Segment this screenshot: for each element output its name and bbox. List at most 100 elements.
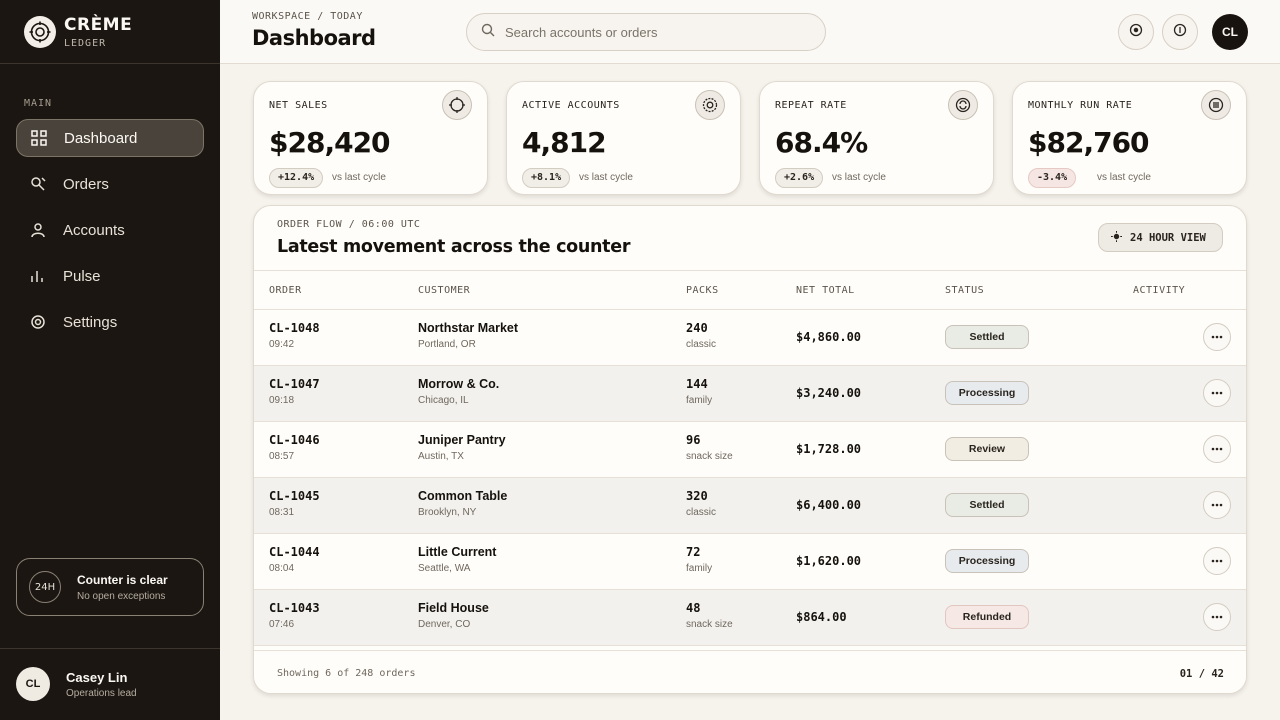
net-total: $864.00: [796, 610, 847, 624]
pack-type: snack size: [686, 619, 733, 630]
order-id[interactable]: CL-1045: [269, 489, 320, 503]
more-actions-button[interactable]: [1203, 491, 1231, 519]
kpi-label: ACTIVE ACCOUNTS: [522, 100, 620, 111]
order-time: 08:57: [269, 451, 295, 462]
bars-icon: [28, 266, 48, 286]
column-header-order[interactable]: ORDER: [269, 285, 302, 296]
customer-name[interactable]: Common Table: [418, 489, 508, 503]
net-total: $4,860.00: [796, 330, 862, 344]
table-row[interactable]: CL-1045 08:31 Common Table Brooklyn, NY 320 c…: [254, 478, 1246, 534]
search-input[interactable]: [505, 24, 805, 40]
24-hour-view-button[interactable]: 24 HOUR VIEW: [1098, 223, 1223, 252]
table-row[interactable]: CL-1046 08:57 Juniper Pantry Austin, TX 96 sn…: [254, 422, 1246, 478]
target-icon[interactable]: [442, 90, 472, 120]
gear-icon[interactable]: [695, 90, 725, 120]
status-subtitle: No open exceptions: [77, 590, 166, 602]
table-header: ORDER CUSTOMER PACKS NET TOTAL STATUS AC…: [254, 270, 1246, 310]
customer-location: Portland, OR: [418, 339, 476, 350]
sidebar-item-dashboard[interactable]: Dashboard: [16, 119, 204, 157]
kpi-comparison: vs last cycle: [332, 172, 386, 183]
brand-subtitle: LEDGER: [64, 37, 107, 49]
info-button[interactable]: [1162, 14, 1198, 50]
customer-name[interactable]: Northstar Market: [418, 321, 519, 335]
pack-type: classic: [686, 339, 717, 350]
kpi-delta-badge: -3.4%: [1028, 168, 1077, 188]
header-avatar[interactable]: CL: [1212, 14, 1248, 50]
order-id[interactable]: CL-1044: [269, 545, 320, 559]
table-row[interactable]: CL-1047 09:18 Morrow & Co. Chicago, IL 144 fa…: [254, 366, 1246, 422]
brand-name: CRÈME: [64, 14, 133, 35]
more-icon: [1211, 503, 1223, 507]
kpi-label: MONTHLY RUN RATE: [1028, 100, 1133, 111]
sidebar-item-settings[interactable]: Settings: [16, 303, 204, 341]
sidebar-item-label: Settings: [63, 313, 118, 331]
kpi-comparison: vs last cycle: [1097, 172, 1151, 183]
customer-name[interactable]: Field House: [418, 601, 489, 615]
net-total: $1,620.00: [796, 554, 862, 568]
sidebar-item-label: Dashboard: [64, 129, 138, 147]
customer-location: Austin, TX: [418, 451, 464, 462]
table-row[interactable]: CL-1044 08:04 Little Current Seattle, WA 72 f…: [254, 534, 1246, 590]
pack-type: classic: [686, 507, 717, 518]
kpi-comparison: vs last cycle: [579, 172, 633, 183]
24h-badge: 24H: [29, 571, 61, 603]
kpi-value: 68.4%: [775, 126, 868, 159]
sun-icon: [1111, 230, 1122, 245]
target-button[interactable]: [1118, 14, 1154, 50]
brand[interactable]: CRÈME LEDGER: [24, 14, 132, 50]
customer-name[interactable]: Little Current: [418, 545, 497, 559]
repeat-icon[interactable]: [948, 90, 978, 120]
list-icon[interactable]: [1201, 90, 1231, 120]
sidebar-item-pulse[interactable]: Pulse: [16, 257, 204, 295]
search-icon: [481, 23, 495, 42]
sidebar-section-label: MAIN: [24, 98, 53, 109]
table-footer: Showing 6 of 248 orders 01 / 42: [254, 650, 1246, 693]
more-actions-button[interactable]: [1203, 603, 1231, 631]
net-total: $3,240.00: [796, 386, 862, 400]
order-time: 09:18: [269, 395, 295, 406]
search-bar[interactable]: [466, 13, 826, 51]
customer-location: Seattle, WA: [418, 563, 471, 574]
sidebar-item-orders[interactable]: Orders: [16, 165, 204, 203]
kpi-value: 4,812: [522, 126, 607, 159]
sidebar-item-label: Orders: [63, 175, 109, 193]
order-time: 07:46: [269, 619, 295, 630]
order-id[interactable]: CL-1048: [269, 321, 320, 335]
panel-eyebrow: ORDER FLOW / 06:00 UTC: [277, 219, 421, 230]
customer-name[interactable]: Morrow & Co.: [418, 377, 500, 391]
packs-count: 72: [686, 545, 701, 559]
kpi-value: $82,760: [1028, 126, 1150, 159]
column-header-customer[interactable]: CUSTOMER: [418, 285, 471, 296]
sidebar-item-accounts[interactable]: Accounts: [16, 211, 204, 249]
packs-count: 144: [686, 377, 708, 391]
customer-name[interactable]: Juniper Pantry: [418, 433, 506, 447]
packs-count: 48: [686, 601, 701, 615]
status-title: Counter is clear: [77, 572, 168, 587]
column-header-activity[interactable]: ACTIVITY: [1133, 285, 1186, 296]
results-count: Showing 6 of 248 orders: [277, 668, 416, 679]
column-header-packs[interactable]: PACKS: [686, 285, 719, 296]
sidebar-item-label: Pulse: [63, 267, 101, 285]
table-row[interactable]: CL-1048 09:42 Northstar Market Portland, OR…: [254, 310, 1246, 366]
pack-type: family: [686, 563, 713, 574]
table-row[interactable]: CL-1043 07:46 Field House Denver, CO 48 snack…: [254, 590, 1246, 646]
order-time: 08:31: [269, 507, 295, 518]
kpi-card-repeat-rate: REPEAT RATE 68.4% +2.6% vs last cycle: [759, 81, 994, 195]
column-header-net-total[interactable]: NET TOTAL: [796, 285, 855, 296]
more-actions-button[interactable]: [1203, 379, 1231, 407]
pagination[interactable]: 01 / 42: [1179, 668, 1224, 680]
pack-type: family: [686, 395, 713, 406]
user-profile[interactable]: CL Casey Lin Operations lead: [16, 667, 137, 701]
order-time: 09:42: [269, 339, 295, 350]
more-actions-button[interactable]: [1203, 323, 1231, 351]
status-badge: Refunded: [945, 605, 1029, 629]
order-id[interactable]: CL-1046: [269, 433, 320, 447]
more-icon: [1211, 447, 1223, 451]
more-actions-button[interactable]: [1203, 435, 1231, 463]
customer-location: Chicago, IL: [418, 395, 469, 406]
order-id[interactable]: CL-1043: [269, 601, 320, 615]
more-actions-button[interactable]: [1203, 547, 1231, 575]
order-id[interactable]: CL-1047: [269, 377, 320, 391]
column-header-status[interactable]: STATUS: [945, 285, 985, 296]
counter-status-card[interactable]: 24H Counter is clear No open exceptions: [16, 558, 204, 616]
